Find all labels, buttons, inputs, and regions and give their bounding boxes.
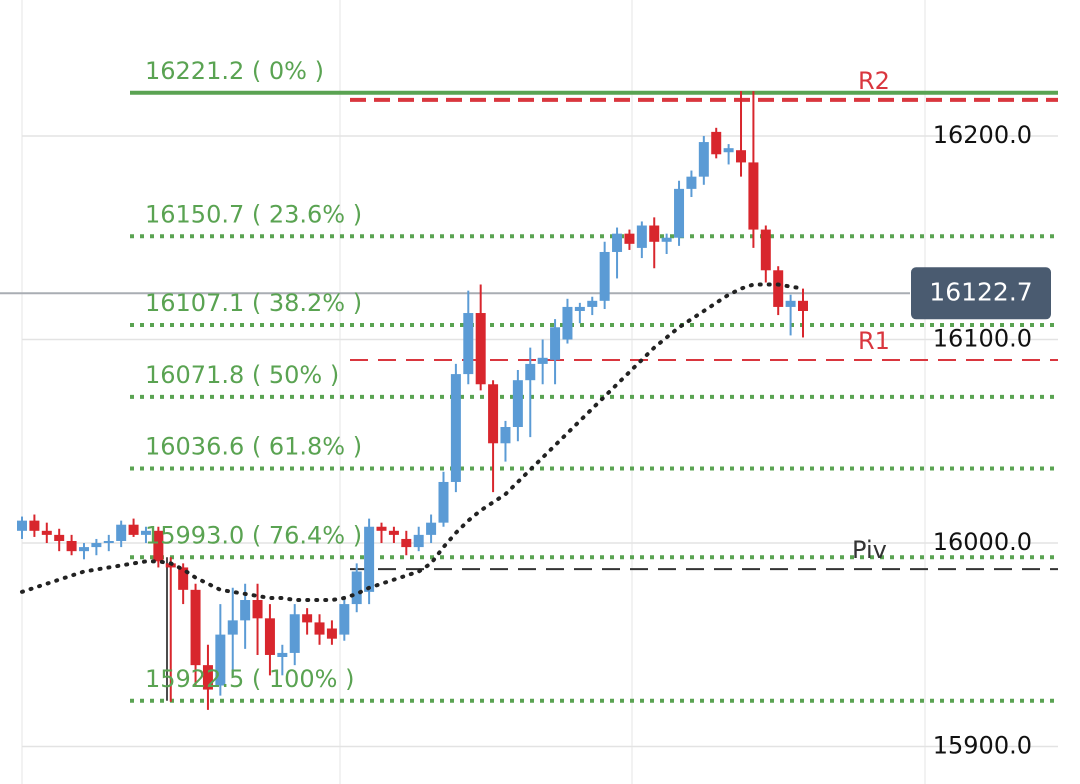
candle-body (240, 600, 251, 621)
candle-body (202, 665, 213, 690)
candle-body (54, 534, 65, 541)
candle-body (760, 229, 771, 271)
candle-body (388, 530, 399, 535)
candle-body (537, 357, 548, 364)
candle-body (78, 547, 89, 552)
candle-body (574, 306, 585, 311)
moving-average (20, 282, 805, 603)
candle-body (525, 363, 536, 381)
candle-body (376, 526, 387, 531)
candle-body (264, 618, 275, 655)
candle-body (475, 313, 486, 385)
candle-body (500, 427, 511, 444)
candle-body (413, 534, 424, 548)
fib-label: 16036.6 ( 61.8% ) (145, 433, 362, 461)
candle-body (91, 543, 102, 548)
candle-body (29, 520, 40, 531)
candle-body (364, 526, 375, 592)
candle-body (748, 162, 759, 230)
candle-body (785, 300, 796, 307)
candle-body (463, 313, 474, 375)
candle-body (326, 628, 337, 639)
y-tick-label: 15900.0 (933, 732, 1032, 760)
fib-label: 15922.5 ( 100% ) (145, 665, 354, 693)
candle-body (686, 176, 697, 189)
candle-body (215, 634, 226, 686)
candle-body (674, 188, 685, 238)
candle-body (128, 524, 139, 535)
candle-body (401, 538, 412, 548)
candle-body (17, 520, 27, 531)
candle-body (773, 270, 784, 307)
candle-body (661, 237, 672, 242)
candle-body (153, 530, 164, 562)
candle-body (314, 622, 325, 635)
candle-body (302, 614, 313, 623)
pivot-label: R1 (858, 327, 890, 355)
fib-label: 16150.7 ( 23.6% ) (145, 200, 362, 228)
last-price-label: 16122.7 (929, 277, 1032, 306)
y-tick-label: 16100.0 (933, 324, 1032, 352)
pivot-label: Piv (852, 536, 887, 564)
candle-body (41, 530, 52, 535)
candle-body (351, 571, 362, 605)
fib-label: 15993.0 ( 76.4% ) (145, 521, 362, 549)
candle-body (103, 540, 114, 544)
candle-body (178, 567, 189, 590)
candle-body (736, 150, 747, 163)
candle-body (140, 530, 151, 535)
y-tick-label: 16000.0 (933, 528, 1032, 556)
candle-body (798, 300, 808, 311)
candle-body (426, 522, 437, 535)
candle-body (512, 380, 523, 428)
candle-body (450, 374, 461, 482)
candle-body (190, 589, 201, 666)
candle-body (649, 225, 660, 242)
candle-body (711, 131, 722, 155)
candle-body (698, 142, 709, 177)
candle-body (488, 384, 499, 444)
last-price-box (911, 267, 1051, 320)
candle-body (116, 524, 127, 541)
candle-body (289, 614, 300, 653)
candle-body (438, 481, 449, 523)
candle-body (624, 233, 635, 244)
candle-body (562, 306, 573, 340)
candle-body (227, 620, 238, 635)
y-tick-label: 16200.0 (933, 121, 1032, 149)
candle-body (599, 251, 610, 301)
pivot-label: R2 (858, 67, 890, 95)
fib-label: 16221.2 ( 0% ) (145, 57, 324, 85)
candle-body (612, 233, 623, 252)
candle-body (66, 540, 77, 552)
candle-body (277, 652, 288, 657)
candle-body (550, 327, 561, 360)
candle-body (723, 148, 734, 153)
fib-label: 16107.1 ( 38.2% ) (145, 289, 362, 317)
candle-body (252, 600, 263, 619)
candle-body (587, 300, 598, 307)
candle-body (339, 604, 350, 635)
candle-body (636, 225, 647, 248)
fib-label: 16071.8 ( 50% ) (145, 361, 339, 389)
